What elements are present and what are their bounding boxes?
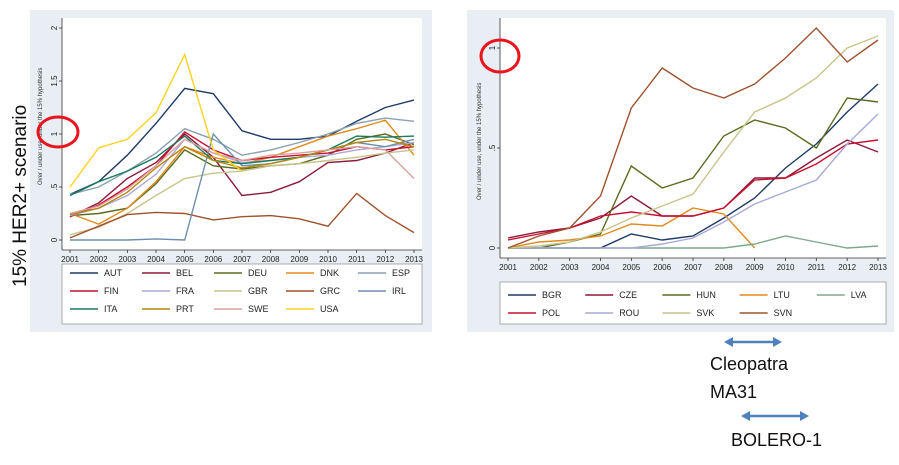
x-tick-label: 2006 bbox=[653, 263, 671, 272]
series-line-ltu bbox=[507, 207, 756, 249]
legend-label-rou: ROU bbox=[619, 308, 639, 318]
plot-area bbox=[500, 18, 886, 258]
legend-label-ita: ITA bbox=[104, 304, 117, 314]
legend-label-fra: FRA bbox=[176, 286, 194, 296]
legend-label-svk: SVK bbox=[696, 308, 714, 318]
highlight-circle-right bbox=[479, 38, 521, 74]
series-line-fra bbox=[69, 138, 415, 217]
x-tick-label: 2002 bbox=[90, 255, 108, 264]
series-line-usa bbox=[69, 52, 243, 188]
x-tick-label: 2005 bbox=[622, 263, 640, 272]
x-tick-label: 2003 bbox=[118, 255, 136, 264]
arrow-cleopatra bbox=[724, 337, 782, 347]
legend-box bbox=[61, 263, 423, 325]
annotation-ma31: MA31 bbox=[710, 382, 757, 402]
series-line-bel bbox=[69, 133, 415, 218]
legend-label-usa: USA bbox=[320, 304, 339, 314]
legend-right: BGR CZE HUN LTU LVA POL ROU SVK SVN bbox=[508, 290, 866, 318]
arrow-bolero bbox=[741, 411, 809, 421]
plot-right-layer: 0 .5 1 2001 2002 2003 2004 2005 2006 2007 2008 2009… bbox=[488, 18, 887, 272]
x-tick-label: 2010 bbox=[777, 263, 795, 272]
x-tick-label: 2013 bbox=[869, 263, 887, 272]
series-line-prt bbox=[69, 138, 415, 216]
x-tick-label: 2004 bbox=[147, 255, 165, 264]
legend-label-esp: ESP bbox=[392, 268, 410, 278]
x-tick-label: 2009 bbox=[746, 263, 764, 272]
x-tick-label: 2013 bbox=[405, 255, 423, 264]
x-tick-label: 2001 bbox=[61, 255, 79, 264]
x-tick-label: 2011 bbox=[808, 263, 826, 272]
legend-label-swe: SWE bbox=[248, 304, 269, 314]
x-tick-label: 2008 bbox=[262, 255, 280, 264]
legend-label-irl: IRL bbox=[392, 286, 406, 296]
legend-label-svn: SVN bbox=[774, 308, 793, 318]
x-tick-label: 2007 bbox=[233, 255, 251, 264]
legend-label-deu: DEU bbox=[248, 268, 267, 278]
x-tick-label: 2007 bbox=[684, 263, 702, 272]
x-tick-label: 2005 bbox=[176, 255, 194, 264]
x-tick-label: 2009 bbox=[290, 255, 308, 264]
y-tick-label: 0 bbox=[488, 245, 497, 250]
legend-label-gbr: GBR bbox=[248, 286, 268, 296]
legend-box bbox=[499, 281, 887, 325]
chart-panel-left: Over / under use, under the 15% hypothes… bbox=[30, 10, 432, 332]
x-tick-label: 2011 bbox=[348, 255, 366, 264]
series-line-svn bbox=[507, 26, 879, 249]
highlight-circle-left bbox=[36, 115, 80, 149]
series-line-rou bbox=[508, 113, 879, 249]
legend-label-cze: CZE bbox=[619, 290, 637, 300]
legend-label-hun: HUN bbox=[696, 290, 716, 300]
annotation-cleopatra: Cleopatra bbox=[710, 354, 789, 374]
y-tick-label: 1 bbox=[488, 45, 497, 50]
legend-label-lva: LVA bbox=[851, 290, 867, 300]
series-line-svk bbox=[507, 35, 879, 249]
x-tick-label: 2002 bbox=[530, 263, 548, 272]
chart-panel-right: Over / under use, under the 15% hypothes… bbox=[467, 10, 894, 332]
x-tick-label: 2012 bbox=[376, 255, 394, 264]
y-tick-label: 0 bbox=[50, 237, 59, 242]
x-tick-label: 2006 bbox=[204, 255, 222, 264]
series-line-grc bbox=[69, 192, 415, 239]
x-tick-label: 2004 bbox=[592, 263, 610, 272]
y-tick-label: 1 bbox=[50, 131, 59, 136]
legend-label-ltu: LTU bbox=[774, 290, 790, 300]
y-tick-label: 2 bbox=[50, 25, 59, 30]
y-tick-label: .5 bbox=[50, 183, 59, 190]
y-tick-label: 1.5 bbox=[50, 75, 59, 87]
scenario-label: 15% HER2+ scenario bbox=[10, 105, 31, 287]
series-line-swe bbox=[69, 138, 415, 215]
series-line-aut bbox=[69, 87, 415, 196]
y-tick-label: .5 bbox=[488, 144, 497, 151]
x-tick-label: 2012 bbox=[838, 263, 856, 272]
series-line-ita bbox=[69, 135, 415, 197]
legend-label-dnk: DNK bbox=[320, 268, 339, 278]
legend-label-prt: PRT bbox=[176, 304, 194, 314]
annotation-bolero-1: BOLERO-1 bbox=[731, 430, 822, 450]
legend-label-aut: AUT bbox=[104, 268, 123, 278]
x-tick-label: 2008 bbox=[715, 263, 733, 272]
x-tick-label: 2010 bbox=[319, 255, 337, 264]
x-tick-label: 2003 bbox=[561, 263, 579, 272]
legend-label-bel: BEL bbox=[176, 268, 193, 278]
legend-label-grc: GRC bbox=[320, 286, 341, 296]
legend-left: AUT BEL DEU DNK ESP FIN FRA GBR GRC IRL ITA PRT SWE U… bbox=[70, 268, 410, 314]
legend-label-pol: POL bbox=[542, 308, 560, 318]
y-axis-label: Over / under use, under the 15% hypothes… bbox=[477, 83, 483, 200]
legend-label-fin: FIN bbox=[104, 286, 119, 296]
plot-left-layer: 0 .5 1 1.5 2 2001 2002 2003 2004 2005 2006 2007 2008… bbox=[50, 18, 423, 264]
x-tick-label: 2001 bbox=[499, 263, 517, 272]
legend-label-bgr: BGR bbox=[542, 290, 562, 300]
